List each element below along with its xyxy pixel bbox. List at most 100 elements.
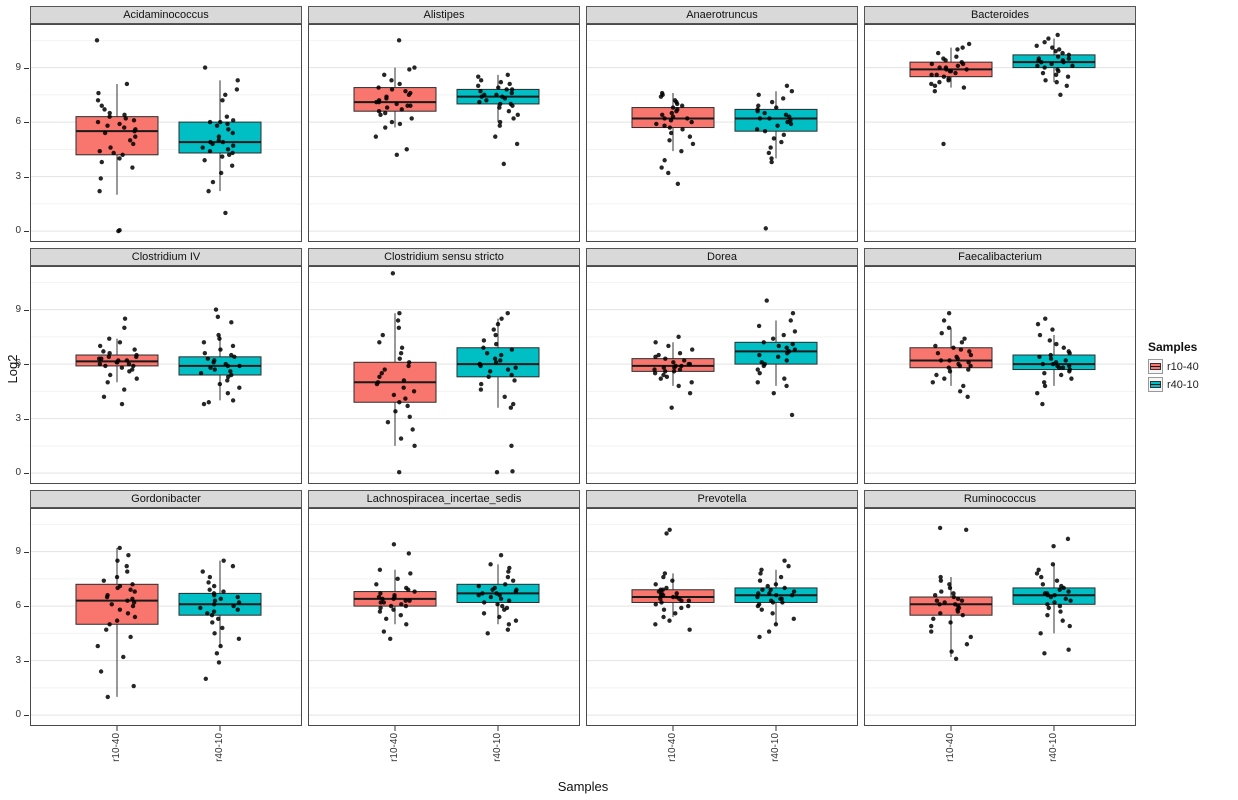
boxplot-r40-10 (456, 311, 540, 475)
jitter-point (478, 387, 484, 392)
jitter-point (509, 372, 514, 378)
jitter-point (95, 98, 101, 103)
jitter-point (481, 338, 487, 343)
jitter-point (757, 370, 762, 376)
jitter-point (671, 369, 677, 374)
x-tick-label: r40-10 (770, 733, 781, 762)
jitter-point (963, 527, 969, 532)
jitter-point (1058, 92, 1063, 98)
jitter-point (1054, 341, 1059, 347)
jitter-point (228, 369, 233, 374)
jitter-point (504, 87, 509, 92)
jitter-point (942, 600, 947, 605)
jitter-point (947, 369, 953, 374)
jitter-point (773, 582, 779, 587)
jitter-point (216, 134, 222, 139)
jitter-point (105, 123, 110, 128)
jitter-point (670, 105, 676, 110)
jitter-point (1066, 52, 1072, 58)
jitter-point (412, 65, 417, 70)
facet-strip-title: Ruminococcus (864, 490, 1136, 508)
jitter-point (497, 614, 502, 620)
jitter-point (378, 600, 383, 605)
jitter-point (1057, 603, 1063, 609)
jitter-point (929, 623, 934, 629)
jitter-point (761, 363, 766, 369)
jitter-point (491, 327, 496, 332)
jitter-point (378, 605, 383, 611)
y-tick-label: 9 (15, 303, 21, 315)
jitter-point (376, 594, 382, 600)
facet-strip-title: Clostridium sensu stricto (308, 248, 580, 266)
jitter-point (201, 401, 207, 407)
jitter-point (399, 602, 404, 607)
x-tick-label: r10-40 (667, 733, 678, 762)
jitter-point (207, 587, 212, 592)
jitter-point (404, 622, 409, 627)
jitter-point (376, 85, 381, 90)
jitter-point (785, 119, 790, 125)
jitter-point (1063, 596, 1068, 602)
jitter-point (770, 611, 775, 616)
jitter-point (768, 145, 773, 150)
jitter-point (1037, 332, 1043, 338)
jitter-point (412, 443, 417, 449)
jitter-point (389, 119, 395, 125)
jitter-point (210, 141, 215, 147)
jitter-point (966, 360, 971, 365)
jitter-point (661, 365, 667, 370)
jitter-point (407, 414, 412, 419)
jitter-point (1057, 587, 1062, 592)
jitter-point (494, 341, 499, 347)
jitter-point (515, 112, 520, 118)
jitter-point (1053, 49, 1058, 54)
jitter-point (672, 365, 677, 370)
legend-item-r40-10[interactable]: r40-10 (1148, 377, 1236, 392)
jitter-point (929, 629, 934, 634)
jitter-point (198, 605, 203, 611)
legend-item-r10-40[interactable]: r10-40 (1148, 359, 1236, 374)
jitter-point (776, 343, 781, 349)
jitter-point (957, 389, 963, 394)
jitter-point (1034, 571, 1040, 576)
jitter-point (388, 636, 393, 641)
jitter-point (943, 58, 948, 63)
jitter-point (208, 365, 213, 370)
jitter-point (675, 181, 681, 187)
jitter-point (961, 383, 966, 389)
jitter-point (1050, 562, 1056, 567)
y-tick-mark (24, 715, 29, 717)
jitter-point (378, 591, 383, 596)
jitter-point (664, 531, 669, 536)
jitter-point (508, 405, 514, 410)
jitter-point (226, 152, 232, 157)
jitter-point (955, 63, 961, 68)
jitter-point (1039, 574, 1044, 580)
jitter-point (383, 125, 388, 130)
jitter-point (760, 587, 765, 592)
jitter-point (479, 381, 484, 387)
jitter-point (406, 360, 412, 365)
jitter-point (955, 609, 961, 614)
facet-strip-title: Bacteroides (864, 6, 1136, 24)
jitter-point (948, 69, 954, 74)
jitter-point (381, 629, 387, 634)
jitter-point (931, 616, 936, 622)
jitter-point (775, 123, 780, 128)
x-tick-label: r40-10 (492, 733, 503, 762)
jitter-point (932, 593, 938, 598)
jitter-point (486, 374, 491, 380)
jitter-point (1068, 598, 1073, 603)
jitter-point (965, 394, 970, 399)
jitter-point (929, 81, 934, 87)
jitter-point (664, 374, 670, 380)
jitter-point (775, 354, 781, 360)
jitter-point (216, 616, 221, 622)
jitter-point (509, 87, 515, 92)
jitter-point (664, 585, 669, 591)
jitter-point (127, 138, 133, 143)
jitter-point (1040, 401, 1045, 407)
jitter-point (690, 347, 695, 352)
jitter-point (686, 361, 691, 367)
jitter-point (1042, 65, 1047, 70)
